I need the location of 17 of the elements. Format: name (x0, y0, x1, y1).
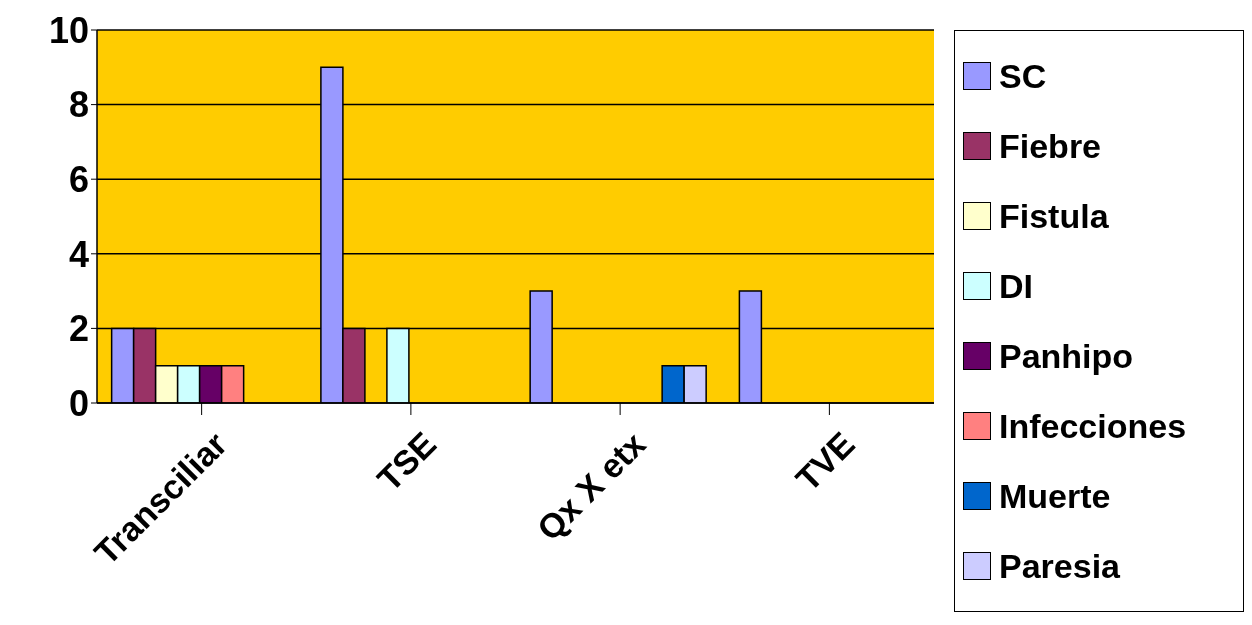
y-tick-label: 10 (48, 9, 89, 51)
legend-label: Infecciones (999, 406, 1187, 446)
x-tick-label: Qx X etx (529, 424, 653, 548)
y-tick-label: 8 (68, 84, 89, 126)
y-tick-label: 6 (68, 158, 89, 200)
y-tick-label: 4 (68, 233, 89, 275)
legend-label: Muerte (999, 476, 1111, 516)
x-tick-label: TSE (369, 424, 444, 499)
y-tick-label: 2 (68, 308, 89, 350)
legend-label: DI (999, 266, 1033, 306)
x-tick-label: TVE (788, 424, 862, 499)
legend-label: Panhipo (999, 336, 1134, 376)
y-tick-label: 0 (68, 382, 89, 424)
legend-label: Fistula (999, 196, 1109, 236)
legend-label: SC (999, 56, 1047, 96)
legend-label: Paresia (999, 546, 1120, 586)
legend-label: Fiebre (999, 126, 1102, 166)
